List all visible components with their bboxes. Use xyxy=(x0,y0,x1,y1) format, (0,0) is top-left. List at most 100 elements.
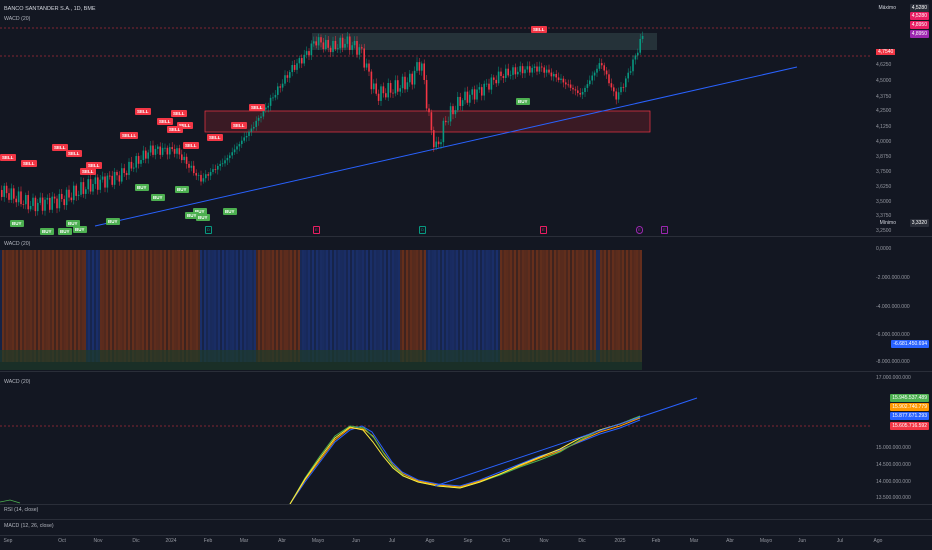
candle xyxy=(325,39,327,49)
heat-column xyxy=(424,250,426,362)
heat-column xyxy=(340,250,342,362)
heat-column xyxy=(160,250,162,362)
candle xyxy=(293,65,296,70)
candle xyxy=(617,92,620,100)
heat-column xyxy=(308,250,310,362)
buy-signal: BUY xyxy=(58,228,72,235)
pane-separator[interactable] xyxy=(0,236,932,237)
candle xyxy=(567,84,569,86)
earnings-badge[interactable]: E xyxy=(313,226,320,234)
candle xyxy=(593,72,596,76)
future-earnings-badge[interactable]: E xyxy=(661,226,668,234)
candle xyxy=(308,51,310,56)
candle xyxy=(22,204,25,205)
heat-column xyxy=(182,250,184,362)
heat-column xyxy=(334,250,336,362)
candle xyxy=(279,86,281,88)
heat-column xyxy=(474,250,476,362)
heat-column xyxy=(20,250,22,362)
candle xyxy=(99,179,101,190)
dividend-badge[interactable]: D xyxy=(419,226,426,234)
candle xyxy=(452,106,454,115)
pane3-tag-blue: 15.877.671.293 xyxy=(890,412,929,420)
heat-column xyxy=(326,250,328,362)
heat-column xyxy=(494,250,496,362)
heat-column xyxy=(54,250,56,362)
heat-column xyxy=(358,250,360,362)
wacd-pane[interactable] xyxy=(0,372,870,505)
earnings-badge[interactable]: E xyxy=(540,226,547,234)
candle xyxy=(197,174,200,176)
heat-column xyxy=(390,250,392,362)
heat-column xyxy=(34,250,36,362)
candle xyxy=(401,76,404,89)
candle xyxy=(517,71,519,75)
candle xyxy=(478,87,481,90)
heat-column xyxy=(302,250,304,362)
future-earnings-badge[interactable]: E xyxy=(636,226,643,234)
candle xyxy=(596,68,598,73)
candle xyxy=(375,83,377,94)
symbol-title[interactable]: BANCO SANTANDER S.A., 1D, BME xyxy=(4,6,96,12)
heat-column xyxy=(412,250,414,362)
candle xyxy=(265,107,267,110)
time-tick: Ago xyxy=(425,538,435,544)
time-axis[interactable]: Sep Oct Nov Dic 2024 Feb Mar Abr Mayo Ju… xyxy=(0,536,932,550)
heat-column xyxy=(104,250,106,362)
heat-column xyxy=(324,250,326,362)
pane3-scale[interactable]: 17.000.000.000 15.945.537.489 15.902.740… xyxy=(870,372,932,504)
heat-column xyxy=(244,250,246,362)
heat-column xyxy=(270,250,272,362)
candle xyxy=(524,69,526,74)
price-tag: 4,5280 xyxy=(909,12,929,20)
heat-column xyxy=(540,250,542,362)
pane-separator[interactable] xyxy=(0,371,932,372)
rsi-collapsed-pane[interactable]: RSI (14, close) xyxy=(4,507,39,513)
candle xyxy=(406,82,409,90)
sell-signal: SELL xyxy=(21,160,37,167)
price-scale[interactable]: Máximo 4,5280 4,5280 4,8950 4,8950 4,754… xyxy=(870,0,932,236)
candle xyxy=(53,196,56,199)
heat-column xyxy=(514,250,516,362)
pane2-title[interactable]: WACD (20) xyxy=(4,241,31,247)
heat-column xyxy=(558,250,560,362)
candle xyxy=(533,66,536,68)
pane3-title[interactable]: WACD (20) xyxy=(4,379,31,385)
heat-column xyxy=(14,250,16,362)
candle xyxy=(577,90,579,94)
volume-heat-pane[interactable] xyxy=(0,250,870,370)
heat-column xyxy=(78,250,80,362)
indicator-label[interactable]: WACD (20) xyxy=(4,16,31,22)
pane-separator[interactable] xyxy=(0,504,932,505)
heat-column xyxy=(232,250,234,362)
candle xyxy=(106,175,109,188)
candle xyxy=(315,41,317,46)
price-chart[interactable] xyxy=(0,0,870,236)
candle xyxy=(620,86,622,93)
heat-column xyxy=(350,250,352,362)
buy-signal: BUY xyxy=(223,208,237,215)
candle xyxy=(291,65,293,73)
heat-column xyxy=(100,250,102,362)
sell-signal: SELL xyxy=(157,118,173,125)
heat-column xyxy=(76,250,78,362)
heat-column xyxy=(238,250,240,362)
pane-separator[interactable] xyxy=(0,519,932,520)
heat-column xyxy=(426,250,428,362)
pane-separator[interactable] xyxy=(0,535,932,536)
time-tick: Jun xyxy=(351,538,361,544)
candle xyxy=(190,165,193,168)
heat-column xyxy=(446,250,448,362)
dividend-badge[interactable]: D xyxy=(205,226,212,234)
heat-column xyxy=(468,250,470,362)
candle xyxy=(565,82,567,85)
heat-column xyxy=(298,250,300,362)
candle xyxy=(109,175,111,177)
heat-column xyxy=(282,250,284,362)
pane2-scale[interactable]: 0,0000 -2.000.000.000 -4.000.000.000 -6.… xyxy=(870,238,932,370)
buy-signal: BUY xyxy=(151,194,165,201)
time-tick: Sep xyxy=(463,538,473,544)
macd-collapsed-pane[interactable]: MACD (12, 26, close) xyxy=(4,523,54,529)
candle xyxy=(284,75,286,84)
heat-column xyxy=(538,250,540,362)
